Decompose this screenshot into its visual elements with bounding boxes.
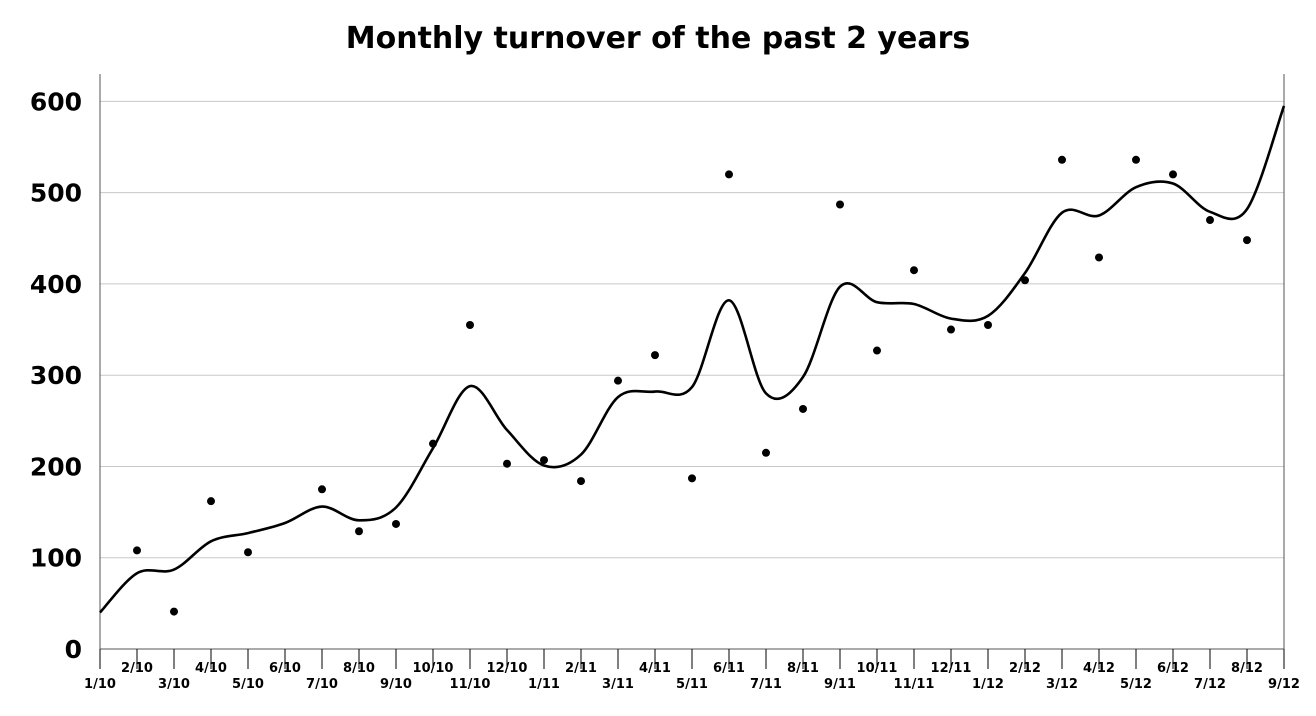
- data-point: [688, 474, 696, 483]
- y-axis-ticks: 0 100 200 300 400 500 600: [30, 87, 82, 664]
- x-axis-ticks: 1/102/103/104/105/106/107/108/109/1010/1…: [84, 649, 1300, 692]
- data-point: [725, 170, 733, 179]
- x-tick-label: 7/11: [750, 677, 782, 692]
- x-tick-label: 6/10: [269, 661, 301, 676]
- x-tick-label: 8/10: [343, 661, 375, 676]
- data-point: [170, 607, 178, 616]
- y-tick-label: 600: [30, 87, 82, 116]
- x-tick-label: 5/10: [232, 677, 264, 692]
- y-tick-label: 0: [65, 635, 82, 664]
- x-tick-label: 7/10: [306, 677, 338, 692]
- x-tick-label: 9/11: [824, 677, 856, 692]
- chart-title: Monthly turnover of the past 2 years: [346, 21, 970, 56]
- data-point: [614, 376, 622, 385]
- gridlines: [100, 100, 1284, 559]
- x-tick-label: 2/10: [121, 661, 153, 676]
- data-point: [244, 548, 252, 557]
- data-point: [1132, 155, 1140, 164]
- x-tick-label: 6/12: [1157, 661, 1189, 676]
- x-tick-label: 4/12: [1083, 661, 1115, 676]
- data-point: [651, 351, 659, 360]
- data-point: [1021, 276, 1029, 285]
- x-tick-label: 5/12: [1120, 677, 1152, 692]
- data-point: [577, 477, 585, 486]
- y-tick-label: 200: [30, 452, 82, 481]
- x-tick-label: 8/12: [1231, 661, 1263, 676]
- x-tick-label: 11/10: [450, 677, 491, 692]
- data-point: [762, 448, 770, 457]
- x-tick-label: 3/10: [158, 677, 190, 692]
- x-tick-label: 3/11: [602, 677, 634, 692]
- data-point: [910, 266, 918, 275]
- trend-line: [99, 105, 1286, 614]
- data-point: [1243, 236, 1251, 245]
- x-tick-label: 12/10: [487, 661, 528, 676]
- data-point: [1095, 253, 1103, 262]
- x-tick-label: 9/10: [380, 677, 412, 692]
- y-tick-label: 400: [30, 270, 82, 299]
- data-point: [1169, 170, 1177, 179]
- data-point: [540, 456, 548, 465]
- x-tick-label: 12/11: [931, 661, 972, 676]
- data-point: [503, 459, 511, 468]
- data-point: [799, 404, 807, 413]
- x-tick-label: 7/12: [1194, 677, 1226, 692]
- x-tick-label: 8/11: [787, 661, 819, 676]
- data-point: [947, 325, 955, 334]
- x-tick-label: 2/11: [565, 661, 597, 676]
- x-tick-label: 4/10: [195, 661, 227, 676]
- x-tick-label: 6/11: [713, 661, 745, 676]
- x-tick-label: 10/10: [413, 661, 454, 676]
- y-tick-label: 500: [30, 179, 82, 208]
- data-point: [984, 320, 992, 329]
- x-tick-label: 11/11: [894, 677, 935, 692]
- y-tick-label: 100: [30, 544, 82, 573]
- data-point: [355, 527, 363, 536]
- data-point: [133, 546, 141, 555]
- x-tick-label: 2/12: [1009, 661, 1041, 676]
- x-tick-label: 3/12: [1046, 677, 1078, 692]
- data-point: [873, 346, 881, 355]
- x-tick-label: 5/11: [676, 677, 708, 692]
- data-point: [1058, 155, 1066, 164]
- axes: [99, 74, 1285, 650]
- data-points: [133, 155, 1251, 616]
- y-tick-label: 300: [30, 361, 82, 390]
- data-point: [1206, 216, 1214, 225]
- data-point: [466, 320, 474, 329]
- x-tick-label: 1/11: [528, 677, 560, 692]
- data-point: [318, 485, 326, 494]
- data-point: [392, 519, 400, 528]
- data-point: [836, 200, 844, 209]
- x-tick-label: 1/12: [972, 677, 1004, 692]
- x-tick-label: 1/10: [84, 677, 116, 692]
- data-point: [207, 497, 215, 506]
- x-tick-label: 10/11: [857, 661, 898, 676]
- data-point: [429, 439, 437, 448]
- x-tick-label: 9/12: [1268, 677, 1300, 692]
- x-tick-label: 4/11: [639, 661, 671, 676]
